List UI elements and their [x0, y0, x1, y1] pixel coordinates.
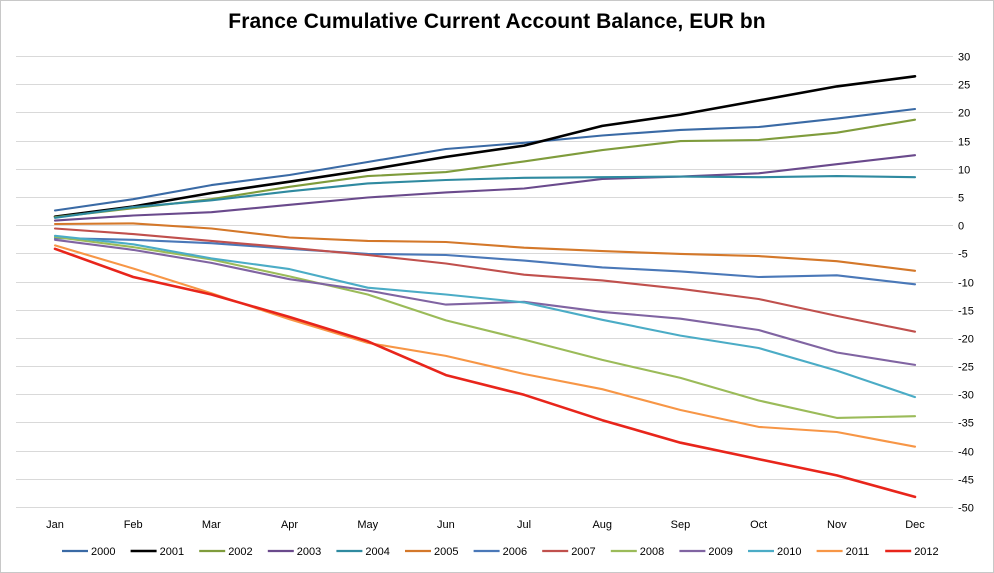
series-line-2008: [53, 235, 917, 419]
legend-label-2009: 2009: [708, 546, 732, 558]
y-tick-label: -10: [958, 278, 974, 290]
series-line-2011: [53, 244, 917, 448]
x-tick-label: Sep: [671, 519, 691, 531]
y-tick-label: 5: [958, 193, 964, 205]
y-tick-label: -15: [958, 306, 974, 318]
series-line-2000: [53, 107, 917, 212]
legend-label-2002: 2002: [228, 546, 252, 558]
x-tick-label: May: [357, 519, 378, 531]
legend-label-2005: 2005: [434, 546, 458, 558]
legend-label-2001: 2001: [160, 546, 184, 558]
y-tick-label: -20: [958, 334, 974, 346]
y-tick-label: -35: [958, 418, 974, 430]
y-tick-label: -25: [958, 362, 974, 374]
chart-title: France Cumulative Current Account Balanc…: [228, 10, 766, 33]
y-tick-label: 0: [958, 221, 964, 233]
series-line-2007: [53, 227, 917, 333]
legend-label-2000: 2000: [91, 546, 115, 558]
series-line-2001: [53, 75, 917, 218]
x-tick-label: Aug: [592, 519, 612, 531]
x-axis-tick-labels: Jan Feb Mar Apr May Jun Jul Aug Sep Oct Nov Dec: [46, 519, 925, 531]
legend-label-2006: 2006: [503, 546, 527, 558]
y-tick-label: -40: [958, 447, 974, 459]
series-line-2012: [53, 247, 917, 499]
x-tick-label: Jul: [517, 519, 531, 531]
x-tick-label: Mar: [202, 519, 221, 531]
x-tick-label: Jan: [46, 519, 64, 531]
x-tick-label: Nov: [827, 519, 847, 531]
y-tick-label: 20: [958, 108, 970, 120]
x-tick-label: Feb: [124, 519, 143, 531]
x-tick-label: Dec: [905, 519, 925, 531]
series-line-2010: [53, 234, 917, 399]
series-line-2005: [53, 222, 917, 272]
y-tick-label: 30: [958, 52, 970, 64]
legend-label-2003: 2003: [297, 546, 321, 558]
y-tick-label: -30: [958, 390, 974, 402]
x-tick-label: Jun: [437, 519, 455, 531]
legend-label-2008: 2008: [640, 546, 664, 558]
y-tick-label: 25: [958, 80, 970, 92]
y-tick-label: -50: [958, 503, 974, 515]
y-axis-tick-labels: 30 25 20 15 10 5 0 -5 -10 -15 -20 -25 -30 -35 -40 -45 -5…: [958, 52, 974, 515]
y-tick-label: 10: [958, 165, 970, 177]
x-tick-label: Oct: [750, 519, 767, 531]
legend: 2000 2001 2002 2003 2004 2005 2006 2007 2008 2009…: [62, 546, 939, 558]
y-tick-label: -5: [958, 249, 968, 261]
x-tick-label: Apr: [281, 519, 298, 531]
series-line-2003: [53, 154, 917, 222]
legend-label-2011: 2011: [846, 546, 870, 558]
legend-label-2007: 2007: [571, 546, 595, 558]
y-tick-label: 15: [958, 137, 970, 149]
series-line-2004: [53, 175, 917, 219]
series-lines: [53, 75, 917, 499]
series-line-2006: [53, 237, 917, 286]
legend-label-2010: 2010: [777, 546, 801, 558]
y-tick-label: -45: [958, 475, 974, 487]
legend-label-2012: 2012: [914, 546, 938, 558]
gridlines: [16, 56, 953, 508]
legend-label-2004: 2004: [365, 546, 389, 558]
series-line-2009: [53, 238, 917, 366]
